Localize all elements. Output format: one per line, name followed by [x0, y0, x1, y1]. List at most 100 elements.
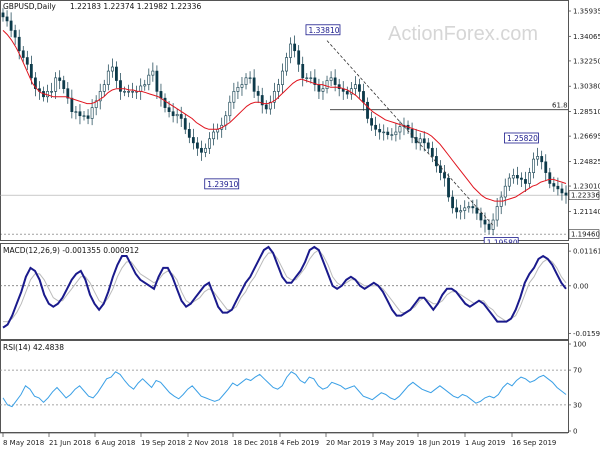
candle-body [511, 175, 515, 179]
price-y-tick-label: 1.28510 [573, 108, 600, 116]
candle-body [264, 104, 268, 110]
candle-body [443, 172, 446, 179]
candle-body [236, 87, 240, 92]
candle-body [337, 84, 341, 89]
candle-body [463, 207, 467, 211]
candle-body [467, 206, 471, 209]
candle-body [548, 172, 552, 184]
candle-body [515, 175, 519, 179]
candle-body [163, 97, 167, 108]
candle-body [552, 183, 556, 187]
candle-body [289, 43, 292, 58]
macd-title: MACD(12,26,9) -0.001355 0.000912 [3, 246, 139, 255]
price-y-tick-label: 1.21140 [573, 208, 600, 216]
candle-body [191, 137, 195, 144]
candle-body [252, 77, 256, 92]
bottom-level-label: 1.19460 [571, 231, 600, 239]
candle-body [455, 207, 459, 213]
candle-body [321, 88, 325, 92]
candle-body [74, 111, 78, 113]
candle-body [50, 91, 54, 93]
candle-body [471, 206, 475, 209]
candle-body [131, 91, 135, 93]
candle-body [90, 107, 94, 119]
candle-body [414, 137, 418, 144]
price-annotations: 1.23910 1.33810 1.25820 1.19580 [204, 24, 539, 248]
x-tick-label: 4 Feb 2019 [280, 439, 319, 447]
candle-body [430, 147, 434, 157]
candle-body [240, 84, 244, 88]
candle-body [54, 77, 58, 92]
candle-body [86, 115, 90, 119]
candle-body [544, 161, 548, 173]
rsi-y-tick-label: 70 [573, 367, 582, 375]
rsi-panel-frame [0, 340, 569, 433]
candle-body [285, 57, 288, 72]
candle-body [159, 91, 163, 99]
candle-body [362, 91, 365, 103]
price-y-tick-label: 1.35935 [573, 8, 600, 16]
candle-body [394, 131, 398, 136]
candle-body [1, 12, 5, 18]
bottom-level-label-box [568, 229, 600, 239]
candle-body [29, 63, 33, 79]
x-tick-label: 18 Dec 2018 [233, 439, 278, 447]
candle-body [110, 66, 114, 72]
rsi-level-lines [0, 369, 568, 406]
price-panel: ActionForex.com GBPUSD,Daily 1.22183 1.2… [0, 0, 600, 248]
ohlc-readout: 1.22183 1.22374 1.21982 1.22336 [70, 2, 201, 11]
candle-body [378, 129, 382, 133]
candle-body [139, 85, 143, 92]
x-tick-label: 20 Mar 2019 [326, 439, 370, 447]
price-y-tick-label: 1.24825 [573, 158, 600, 166]
candle-body [293, 43, 297, 52]
candle-body [208, 138, 211, 149]
candle-body [297, 50, 301, 65]
candle-body [232, 91, 236, 103]
candle-body [244, 77, 248, 85]
candle-body [102, 84, 106, 92]
watermark: ActionForex.com [388, 23, 538, 45]
current-price-label: 1.22336 [571, 192, 600, 200]
price-panel-frame [0, 0, 569, 241]
price-title: GBPUSD,Daily [3, 2, 56, 11]
candle-body [329, 77, 333, 81]
candle-body [151, 70, 155, 76]
price-annotation-box [504, 132, 539, 144]
candle-body [260, 95, 264, 106]
candle-body [115, 66, 118, 81]
candle-body [422, 138, 426, 144]
candle-body [358, 84, 361, 92]
price-annotation-label: 1.25820 [507, 134, 538, 143]
candle-body [33, 77, 37, 89]
price-y-axis: 1.35935 1.34065 1.32250 1.30380 1.28510 1.266… [568, 8, 600, 216]
candle-body [386, 131, 390, 136]
candle-body [25, 57, 29, 65]
candle-body [499, 196, 503, 207]
macd-y-axis: 0.011619 0.00 -0.015949 [568, 248, 600, 338]
x-tick-label: 6 Aug 2018 [95, 439, 135, 447]
trend-line [326, 40, 494, 226]
sma-line [2, 30, 567, 202]
price-annotation-label: 1.19580 [487, 238, 518, 247]
candle-body [301, 63, 305, 79]
candle-body [228, 101, 232, 117]
candle-body [333, 77, 337, 85]
candle-body [495, 206, 499, 221]
candle-body [204, 147, 207, 153]
candle-body [305, 77, 309, 79]
candle-body [560, 188, 564, 194]
x-tick-label: 16 Sep 2019 [512, 439, 556, 447]
price-annotation-box [305, 24, 341, 36]
candle-body [374, 124, 378, 130]
x-tick-label: 21 Jun 2018 [49, 439, 91, 447]
candle-body [17, 36, 21, 52]
price-y-tick-label: 1.30380 [573, 83, 600, 91]
candle-body [418, 138, 422, 144]
macd-signal-line [3, 249, 567, 323]
candle-body [200, 147, 203, 153]
candle-body [256, 91, 260, 96]
candle-body [507, 177, 511, 187]
rsi-line [2, 371, 567, 408]
